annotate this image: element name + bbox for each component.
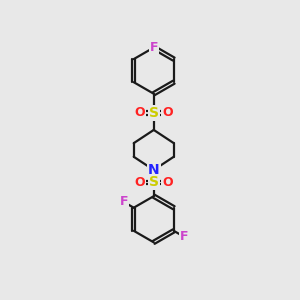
Text: O: O [135, 176, 145, 189]
Text: S: S [149, 175, 159, 189]
Text: O: O [162, 176, 173, 189]
Text: N: N [148, 163, 160, 177]
Text: O: O [135, 106, 145, 119]
Text: O: O [162, 106, 173, 119]
Text: F: F [149, 41, 158, 54]
Text: F: F [179, 230, 188, 243]
Text: F: F [119, 195, 128, 208]
Text: S: S [149, 106, 159, 120]
